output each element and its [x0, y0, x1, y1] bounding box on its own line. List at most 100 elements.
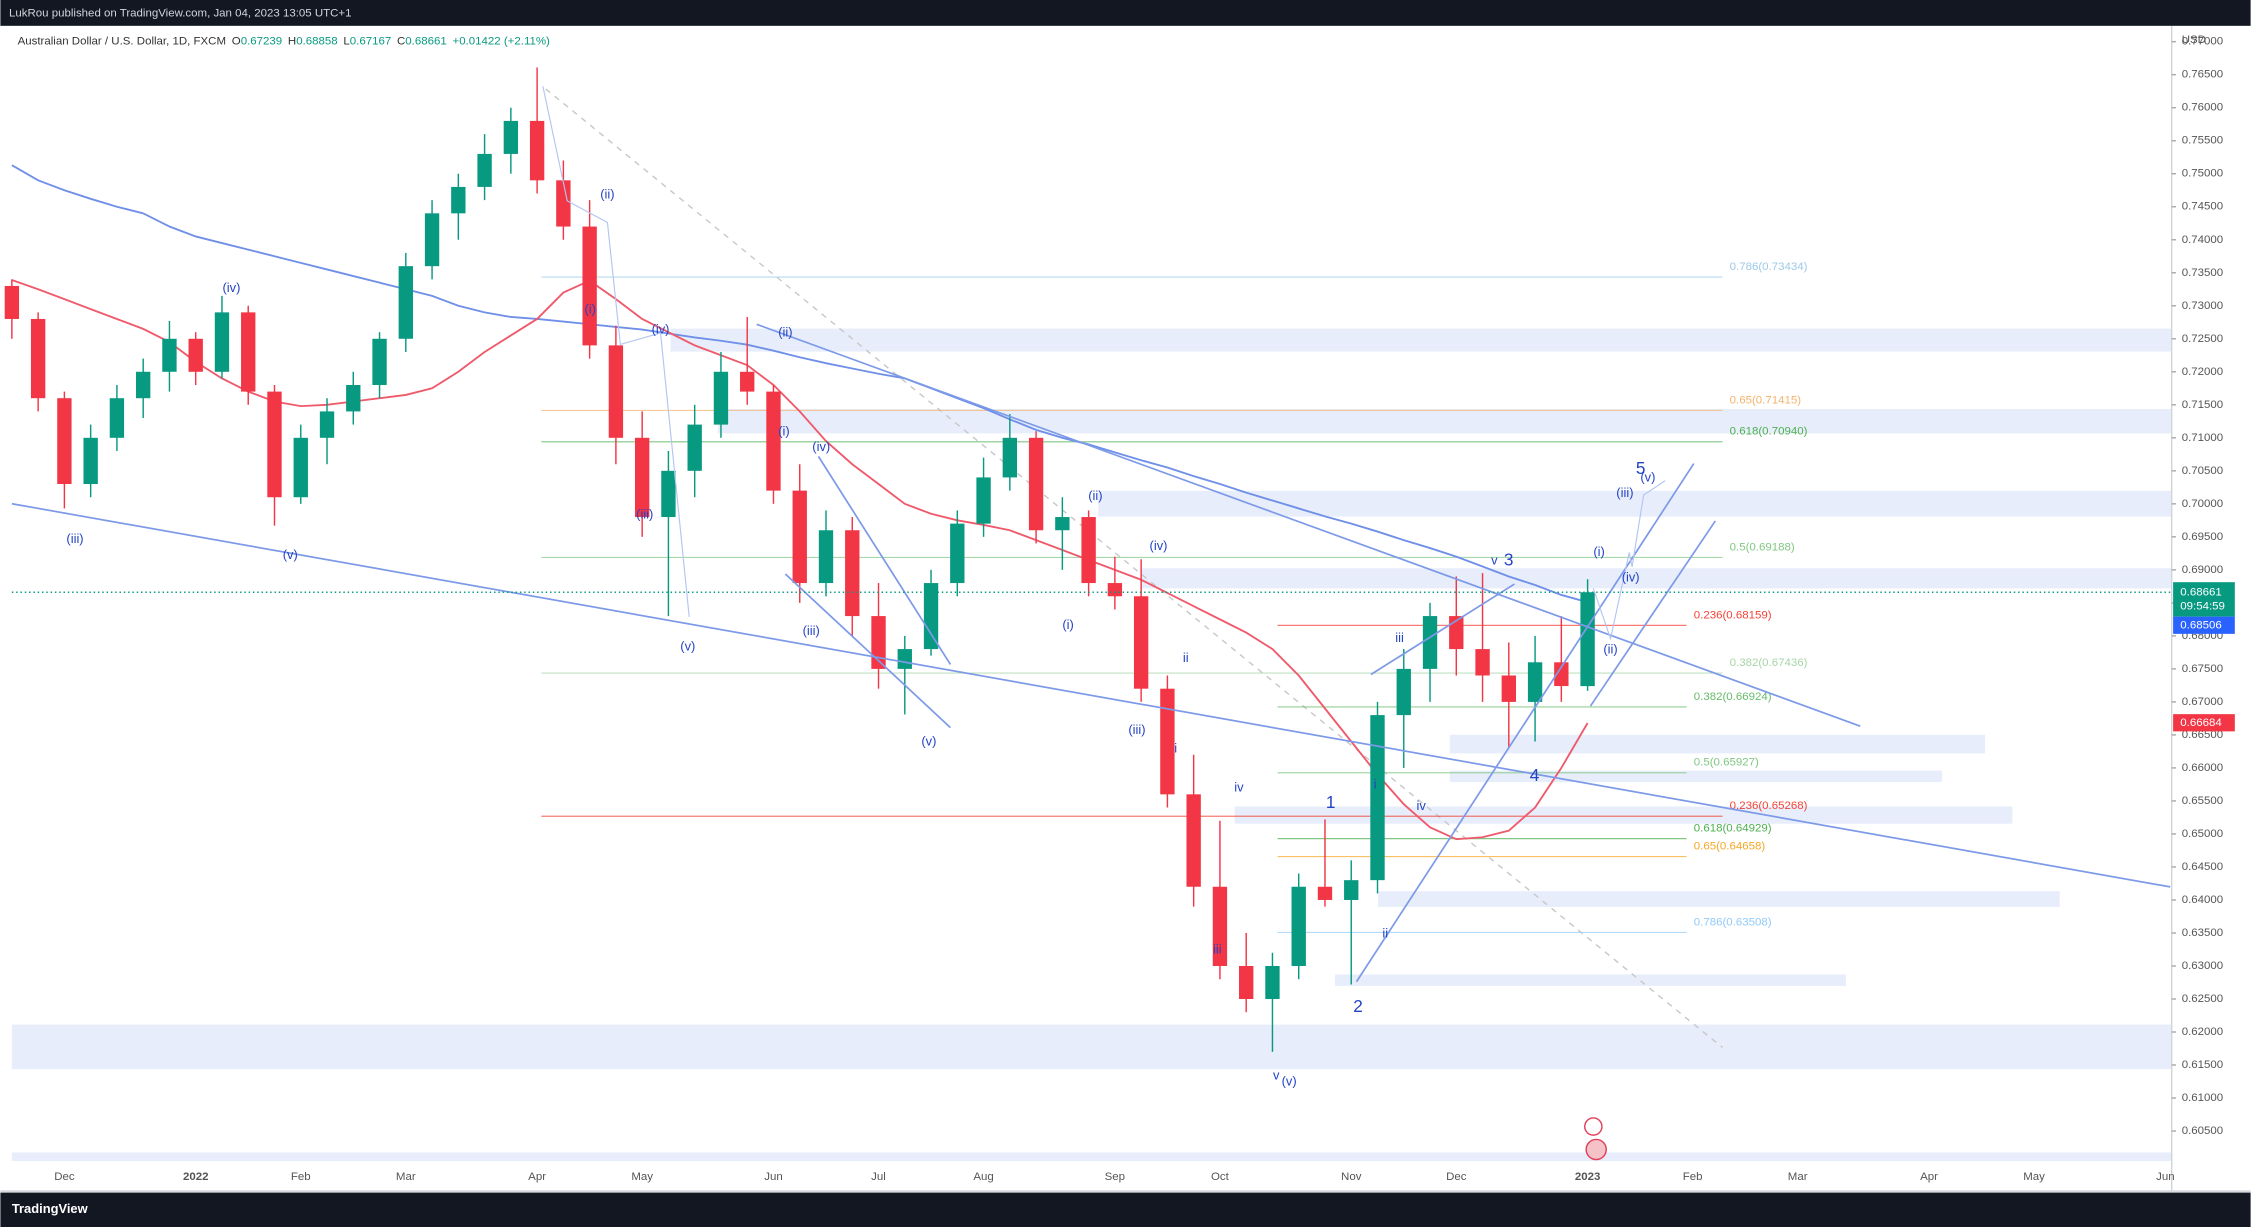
- candle-body: [1501, 675, 1516, 702]
- wave-label: v: [1491, 553, 1498, 568]
- candle-body: [897, 649, 912, 669]
- top-bar: [0, 0, 2251, 26]
- candle-body: [1133, 596, 1149, 689]
- candle-body: [214, 312, 230, 372]
- trendline: [817, 455, 952, 665]
- x-tick-label: Aug: [973, 1171, 993, 1183]
- zone: [1234, 806, 2013, 824]
- fib-label: 0.5(0.69188): [1730, 541, 1795, 553]
- y-tick-label: 0.67000: [2182, 696, 2223, 708]
- candle-body: [923, 583, 939, 650]
- wave-label: (iv): [1622, 570, 1640, 585]
- zone: [1449, 734, 1986, 754]
- dashed-trendline: [545, 88, 1723, 1049]
- ma-price: 0.66684: [2180, 717, 2222, 729]
- fib-label: 0.618(0.70940): [1730, 426, 1808, 438]
- fib-label: 0.236(0.65268): [1730, 800, 1808, 812]
- candle-body: [1291, 886, 1306, 966]
- wave-label: 1: [1326, 792, 1336, 812]
- candle-body: [766, 391, 781, 491]
- candle-body: [188, 338, 203, 372]
- candle-body: [1239, 965, 1254, 999]
- legend-key: O: [232, 36, 241, 48]
- wave-label: (iii): [636, 507, 653, 522]
- wave-label: 2: [1353, 996, 1363, 1016]
- y-tick-label: 0.75000: [2182, 168, 2223, 180]
- y-tick-label: 0.69500: [2182, 531, 2223, 543]
- y-tick-label: 0.72500: [2182, 333, 2223, 345]
- wave-label: (v): [283, 547, 298, 562]
- countdown: 09:54:59: [2180, 601, 2225, 613]
- x-tick-label: Sep: [1105, 1171, 1125, 1183]
- wave-path: [1592, 480, 1666, 641]
- candle-body: [424, 213, 440, 267]
- x-tick-label: Jun: [2156, 1171, 2175, 1183]
- wave-label: (ii): [1603, 642, 1617, 657]
- wave-label: i: [1174, 741, 1177, 756]
- candles: [4, 67, 1595, 1052]
- fib-label: 0.382(0.67436): [1730, 657, 1808, 669]
- fib-levels: 0.786(0.73434) 0.65(0.71415) 0.618(0.70940…: [541, 261, 1808, 934]
- legend-key: H: [288, 36, 296, 48]
- legend-key: C: [397, 36, 405, 48]
- y-tick-label: 0.73000: [2182, 300, 2223, 312]
- trendline: [1589, 520, 1717, 707]
- y-tick-label: 0.70500: [2182, 465, 2223, 477]
- legend-value: 0.68661: [405, 36, 446, 48]
- candle-body: [529, 120, 545, 181]
- trendline: [784, 573, 952, 729]
- wave-label: (ii): [600, 187, 614, 202]
- zone: [1335, 974, 1846, 986]
- x-tick-label: Feb: [1683, 1171, 1703, 1183]
- candle-body: [398, 266, 413, 339]
- x-tick-label: Jul: [871, 1171, 886, 1183]
- last-price-tag: [2173, 582, 2235, 617]
- candle-body: [1028, 437, 1044, 531]
- wave-label: 3: [1504, 550, 1514, 570]
- candle-body: [57, 398, 72, 485]
- change: +0.01422 (+2.11%): [453, 36, 551, 48]
- footer: [0, 1192, 2251, 1227]
- y-tick-label: 0.66500: [2182, 729, 2223, 741]
- logo: TradingView: [12, 1201, 89, 1216]
- candle-body: [1422, 616, 1438, 669]
- candle-body: [1002, 437, 1018, 478]
- candle-body: [319, 411, 335, 438]
- fib-label: 0.236(0.68159): [1694, 609, 1772, 621]
- candle-body: [1212, 886, 1228, 966]
- zone: [1378, 891, 2060, 907]
- wave-label: (ii): [778, 324, 792, 339]
- candle-body: [1344, 880, 1359, 900]
- candle-body: [503, 120, 519, 154]
- x-tick-label: May: [2023, 1171, 2045, 1183]
- y-tick-label: 0.63500: [2182, 927, 2223, 939]
- candle-body: [634, 437, 650, 518]
- wave-label: i: [1374, 776, 1377, 791]
- wave-label: (iv): [1150, 538, 1168, 553]
- candle-body: [871, 616, 886, 669]
- candle-body: [372, 338, 387, 385]
- candle-body: [267, 391, 282, 498]
- event-icon[interactable]: [1585, 1138, 1607, 1161]
- currency: USD: [2182, 34, 2206, 46]
- candle-body: [976, 477, 991, 524]
- candle-body: [1055, 517, 1070, 531]
- candle-body: [1160, 688, 1175, 795]
- ma-price: 0.68506: [2180, 619, 2221, 631]
- y-tick-label: 0.73500: [2182, 267, 2223, 279]
- candle-body: [687, 424, 702, 471]
- trendlines: [11, 85, 2171, 983]
- event-icon[interactable]: [1584, 1117, 1603, 1136]
- y-tick-label: 0.67500: [2182, 663, 2223, 675]
- wave-label: (v): [1282, 1073, 1297, 1088]
- candle-body: [1396, 668, 1411, 716]
- zone: [1141, 568, 2172, 589]
- fib-label: 0.65(0.64658): [1694, 841, 1766, 853]
- x-tick-label: Nov: [1341, 1171, 1362, 1183]
- wave-label: 5: [1636, 458, 1646, 478]
- candle-body: [1527, 662, 1543, 702]
- x-tick-label: May: [631, 1171, 653, 1183]
- publisher: LukRou published on TradingView.com, Jan…: [9, 8, 351, 20]
